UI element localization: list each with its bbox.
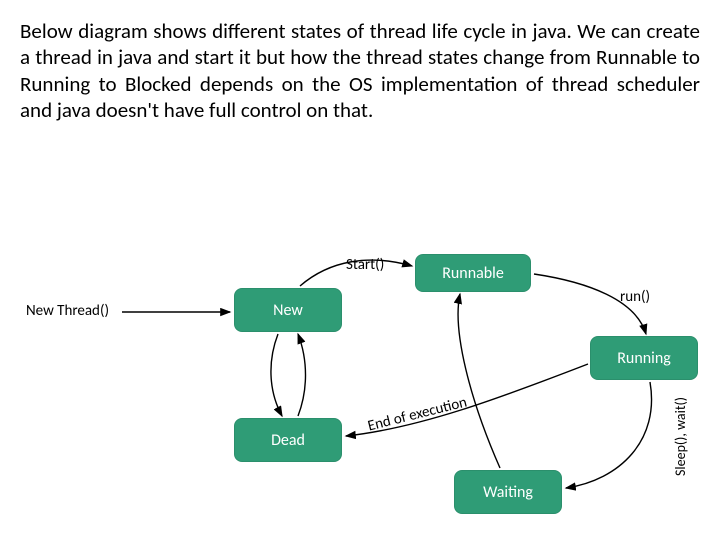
- intro-paragraph: Below diagram shows different states of …: [20, 18, 700, 123]
- node-running: Running: [590, 336, 698, 380]
- node-runnable: Runnable: [415, 254, 531, 292]
- label-start: Start(): [346, 256, 384, 274]
- edge-new-dead: [271, 334, 282, 416]
- node-waiting-label: Waiting: [483, 483, 533, 502]
- node-runnable-label: Runnable: [442, 264, 504, 283]
- node-dead-label: Dead: [271, 431, 305, 450]
- node-new-label: New: [273, 301, 303, 320]
- node-dead: Dead: [234, 418, 342, 462]
- node-waiting: Waiting: [454, 470, 562, 514]
- node-new: New: [234, 288, 342, 332]
- edge-running-waiting: [566, 382, 652, 488]
- edge-layer: [0, 230, 720, 530]
- edge-dead-new: [298, 334, 306, 416]
- label-run: run(): [620, 288, 650, 306]
- edge-waiting-runnable: [458, 294, 500, 468]
- thread-lifecycle-diagram: New Runnable Running Dead Waiting New Th…: [0, 230, 720, 530]
- label-new-thread: New Thread(): [26, 302, 109, 320]
- node-running-label: Running: [617, 349, 671, 368]
- label-sleep-wait: Sleep(), wait(): [672, 397, 689, 476]
